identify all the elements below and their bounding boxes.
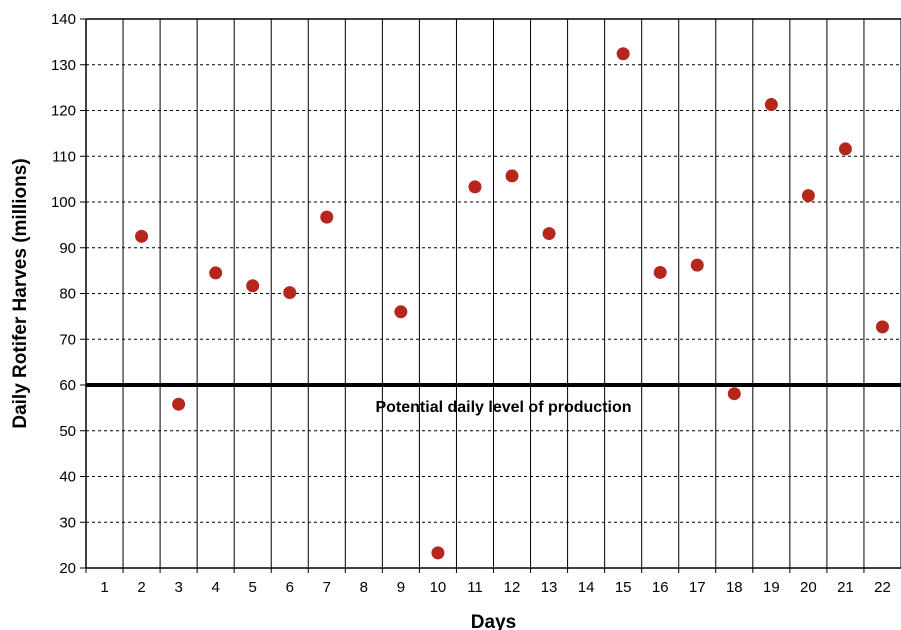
y-tick-label: 70 [59,331,76,348]
data-point [875,320,889,334]
data-point [653,265,667,279]
x-tick-label: 15 [615,579,632,596]
x-tick-label: 11 [467,579,483,596]
data-point [505,169,519,183]
y-tick-label: 80 [59,286,76,303]
x-tick-label: 9 [397,579,405,596]
data-point [135,229,149,243]
x-tick-label: 6 [286,579,294,596]
y-tick-label: 130 [51,57,76,74]
data-point [616,47,630,61]
x-tick-label: 5 [249,579,257,596]
data-point [690,258,704,272]
x-tick-label: 18 [726,579,743,596]
y-tick-label: 110 [52,148,76,165]
x-tick-label: 4 [211,579,219,596]
axes [80,18,901,573]
y-tick-labels: 20 30 40 50 60 70 80 90 100 110 120 130 140 [51,11,76,577]
y-tick-label: 50 [59,423,76,440]
x-tick-label: 12 [504,579,521,596]
data-point [468,180,482,194]
x-tick-label: 16 [652,579,669,596]
data-points [135,47,889,560]
data-point [764,98,778,112]
x-tick-label: 3 [174,579,182,596]
y-tick-label: 140 [51,11,76,28]
y-tick-label: 100 [51,194,76,211]
data-point [320,210,334,224]
y-tick-label: 120 [51,103,76,120]
y-axis-title: Daily Rotifer Harves (millions) [10,158,31,428]
data-point [172,397,186,411]
x-tick-labels: 1 2 3 4 5 6 7 8 9 10 11 12 13 14 15 16 17 18 19 20 21 22 [100,579,890,596]
y-tick-label: 60 [59,377,76,394]
data-point [838,142,852,156]
data-point [209,266,223,280]
data-point [431,546,445,560]
x-tick-label: 1 [100,579,108,596]
x-tick-label: 22 [874,579,891,596]
x-tick-label: 10 [430,579,447,596]
data-point [801,189,815,203]
x-axis-title: Days [471,612,516,630]
data-point [542,227,556,241]
y-tick-label: 20 [59,560,76,577]
x-tick-label: 13 [541,579,558,596]
y-tick-label: 40 [59,469,76,486]
grid [86,18,901,568]
x-tick-label: 17 [689,579,706,596]
y-tick-label: 90 [59,240,76,257]
data-point [283,286,297,300]
x-tick-label: 20 [800,579,817,596]
data-point [727,387,741,401]
data-point [394,305,408,319]
y-tick-label: 30 [59,514,76,531]
data-point [246,279,260,293]
x-tick-label: 19 [763,579,780,596]
x-tick-label: 21 [837,579,854,596]
x-tick-label: 14 [578,579,595,596]
x-tick-label: 8 [360,579,368,596]
x-tick-label: 2 [137,579,145,596]
x-tick-label: 7 [323,579,331,596]
reference-line-label: Potential daily level of production [375,399,631,416]
